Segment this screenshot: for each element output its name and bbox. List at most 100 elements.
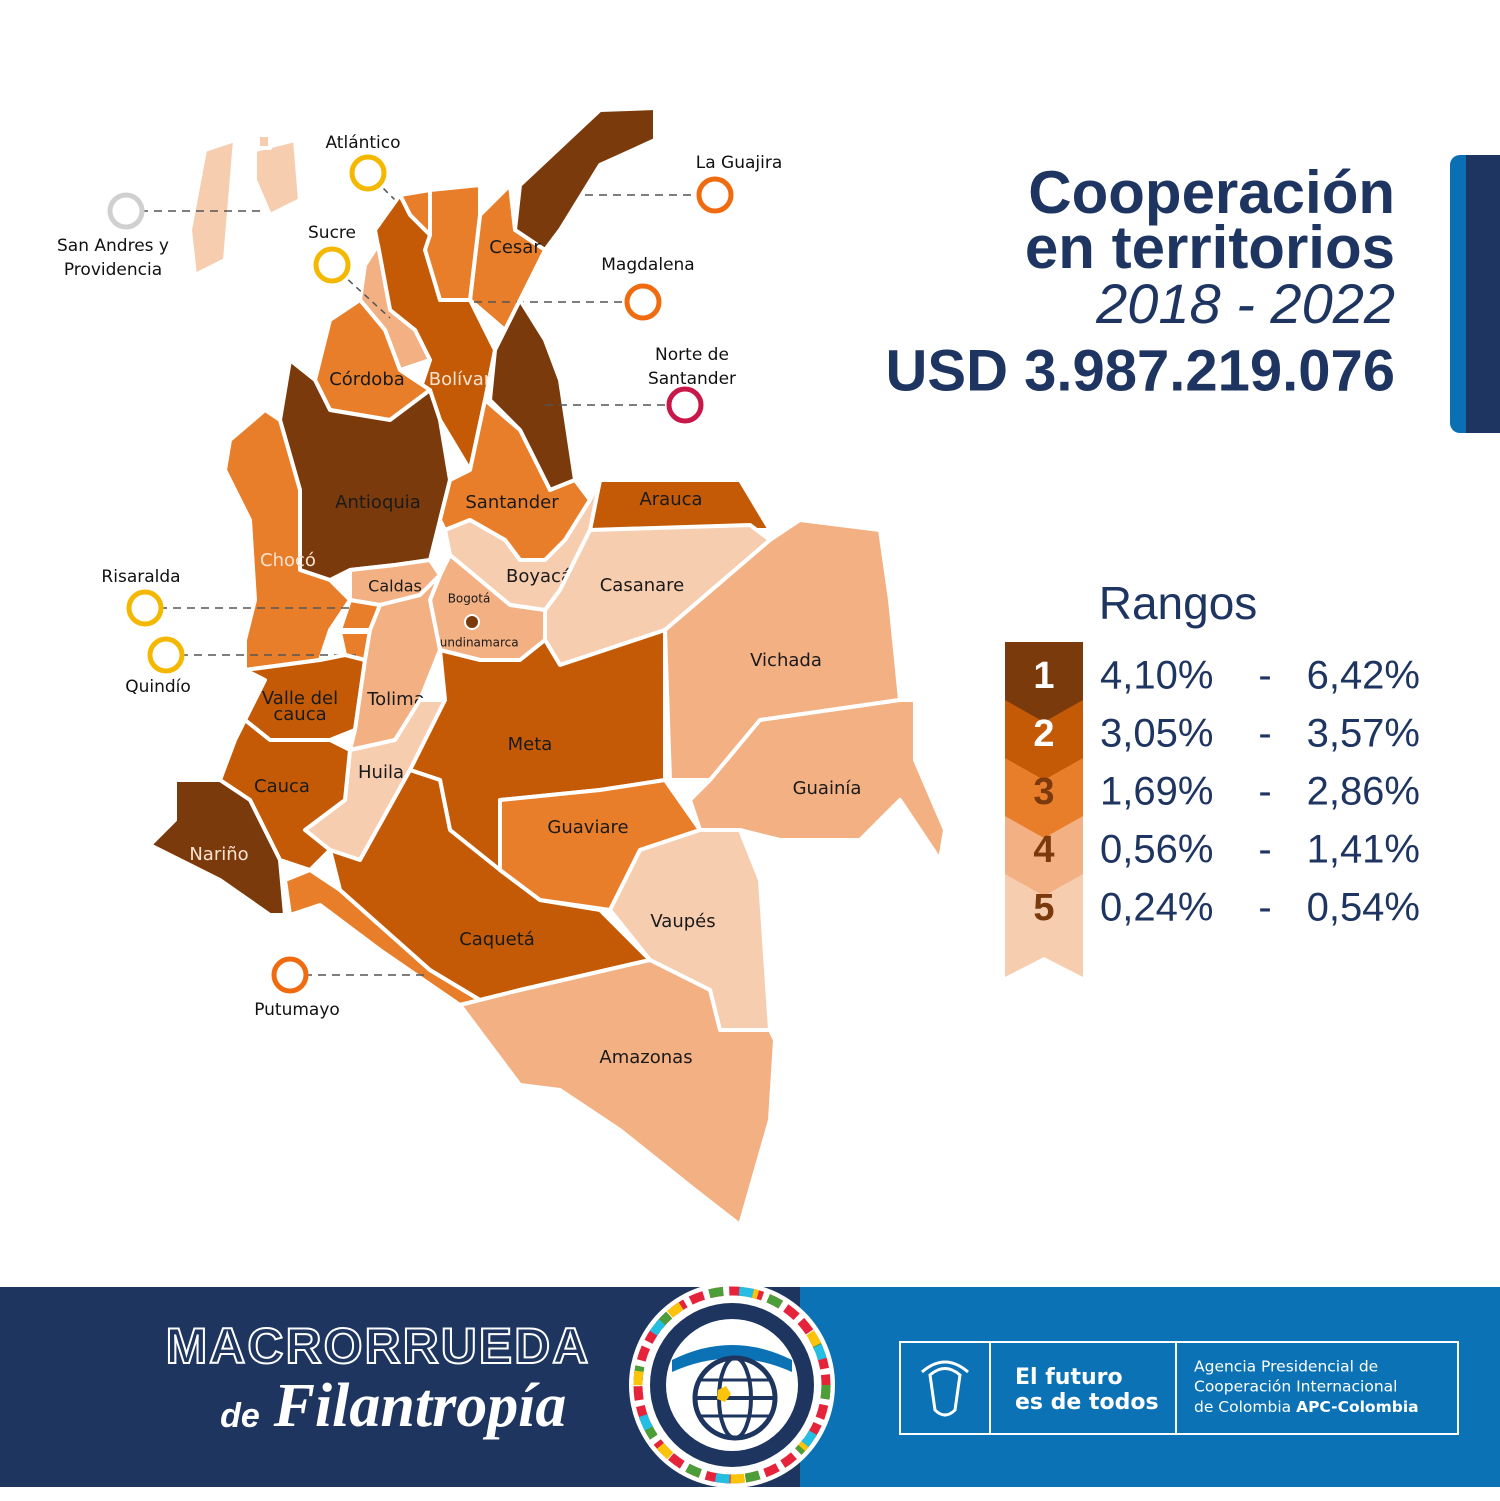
coat-of-arms (921, 1360, 969, 1417)
callout-marker (126, 589, 164, 627)
legend-rank: 5 (1033, 887, 1054, 929)
department-shape (513, 106, 657, 252)
legend-rank: 4 (1033, 829, 1054, 871)
footer-band-right (800, 1287, 1500, 1487)
side-tab-inner (1466, 155, 1500, 433)
callout-marker (666, 386, 704, 424)
event-prefix: de (220, 1397, 260, 1435)
department-label: Valle del (262, 688, 338, 709)
brand-box (899, 1341, 1459, 1435)
callout-marker (271, 956, 309, 994)
callout-label: Sucre (308, 223, 356, 243)
department-label: Arauca (639, 489, 702, 510)
department-label: Cesar (489, 237, 541, 258)
callout-marker (313, 246, 351, 284)
callout-label: La Guajira (696, 153, 783, 173)
department-label: Córdoba (329, 369, 405, 390)
title-line: Cooperación (1028, 159, 1395, 226)
legend-swatch (1005, 874, 1083, 977)
callout-label: Providencia (64, 260, 162, 280)
shield (928, 1367, 962, 1417)
legend-rank: 2 (1033, 713, 1054, 755)
agency-line: de Colombia APC-Colombia (1194, 1398, 1419, 1416)
department-label: Guaviare (547, 817, 628, 838)
department-label: Cauca (254, 776, 310, 797)
logo-inner (666, 1319, 798, 1451)
legend-separator: - (1258, 886, 1271, 930)
title-line: en territorios (1025, 214, 1395, 281)
legend: Rangos 1 4,10% -6,42%2 3,05% -3,57%3 1,69% -2,… (1005, 577, 1420, 977)
legend-separator: - (1258, 654, 1271, 698)
legend-max: 1,41% (1307, 828, 1420, 872)
logo-colombia (717, 1386, 731, 1402)
legend-min: 0,56% (1100, 828, 1213, 872)
department-label: Casanare (600, 575, 685, 596)
department-label: Bolívar (429, 369, 492, 390)
legend-max: 3,57% (1307, 712, 1420, 756)
callout-label: Quindío (125, 677, 191, 697)
department-label: Vaupés (650, 911, 715, 932)
department-label: cauca (273, 704, 326, 725)
period: 2018 - 2022 (1095, 272, 1395, 335)
agency-line: Cooperación Internacional (1194, 1378, 1397, 1396)
legend-swatch (1005, 642, 1083, 722)
legend-rank: 1 (1033, 655, 1054, 697)
event-title: MACRORRUEDA (166, 1318, 591, 1374)
department-label: Santander (465, 492, 559, 513)
logo-ring (633, 1286, 831, 1484)
legend-swatch (1005, 758, 1083, 838)
legend-max: 0,54% (1307, 886, 1420, 930)
department-label: Boyacá (506, 566, 572, 587)
department-label: Caldas (368, 577, 422, 596)
department-shape (663, 518, 902, 782)
callout-marker (624, 283, 662, 321)
department-shape (256, 133, 272, 150)
legend-separator: - (1258, 712, 1271, 756)
callout-marker (107, 192, 145, 230)
capital-label: Bogotá (448, 592, 491, 606)
legend-min: 4,10% (1100, 654, 1213, 698)
legend-max: 2,86% (1307, 770, 1420, 814)
department-shape (458, 958, 777, 1227)
agency-line: Agencia Presidencial de (1194, 1358, 1378, 1376)
legend-min: 1,69% (1100, 770, 1213, 814)
department-shape (148, 778, 287, 917)
department-label: Tolima (366, 689, 425, 710)
legend-title: Rangos (1099, 577, 1258, 629)
condor-wings (921, 1360, 969, 1374)
callout-label: Risaralda (101, 567, 180, 587)
legend-min: 0,24% (1100, 886, 1213, 930)
department-label: Nariño (189, 844, 248, 865)
callout-label: San Andres y (57, 236, 169, 256)
legend-separator: - (1258, 828, 1271, 872)
legend-max: 6,42% (1307, 654, 1420, 698)
callout-marker (349, 154, 387, 192)
callout-label: Santander (648, 369, 736, 389)
slogan-line: El futuro (1015, 1365, 1123, 1390)
callout-label: Norte de (655, 345, 729, 365)
department-label: Caquetá (459, 929, 535, 950)
callout-label: Atlántico (325, 133, 400, 153)
agency-line-text: de Colombia (1194, 1398, 1291, 1416)
department-label: Meta (508, 734, 553, 755)
legend-min: 3,05% (1100, 712, 1213, 756)
event-logo (629, 1282, 835, 1488)
total-amount: USD 3.987.219.076 (886, 338, 1395, 403)
legend-swatch (1005, 816, 1083, 896)
slogan-line: es de todos (1015, 1390, 1159, 1415)
department-label: Chocó (260, 550, 316, 571)
callout-label: Magdalena (601, 255, 694, 275)
map: La Guajira Cesar Magdalena Atlántico Bolívar… (57, 106, 947, 1227)
event-subtitle: Filantropía (273, 1372, 567, 1440)
department-label: Antioquia (335, 492, 421, 513)
department-shape (253, 138, 302, 217)
capital-marker (464, 614, 480, 630)
department-label: Huila (358, 762, 404, 783)
callout-marker (696, 176, 734, 214)
legend-separator: - (1258, 770, 1271, 814)
legend-swatch (1005, 700, 1083, 780)
department-label: Guainía (793, 778, 862, 799)
department-label: Amazonas (599, 1047, 692, 1068)
